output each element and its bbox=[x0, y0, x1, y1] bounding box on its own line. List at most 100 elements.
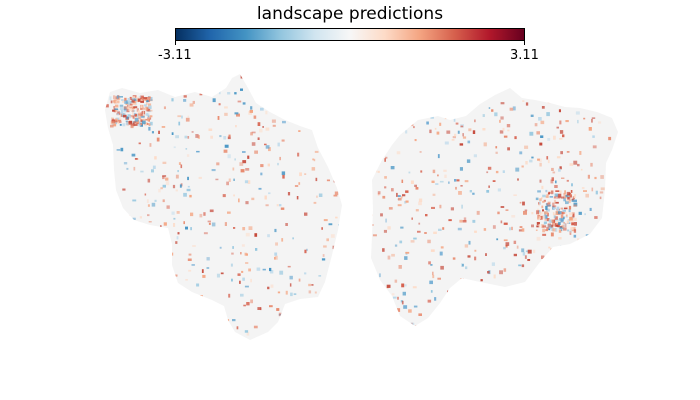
activation-spot bbox=[572, 213, 575, 218]
activation-spot bbox=[537, 212, 541, 215]
activation-spot bbox=[420, 170, 423, 173]
activation-spot bbox=[187, 185, 190, 188]
activation-spot bbox=[134, 158, 138, 160]
activation-spot bbox=[285, 109, 288, 113]
activation-spot bbox=[267, 286, 270, 290]
activation-spot bbox=[384, 186, 387, 189]
activation-spot bbox=[519, 201, 522, 204]
activation-spot bbox=[276, 204, 279, 207]
activation-spot bbox=[198, 321, 202, 325]
activation-spot bbox=[127, 98, 131, 102]
activation-spot bbox=[558, 229, 562, 233]
activation-spot bbox=[332, 245, 337, 250]
activation-spot bbox=[249, 109, 253, 113]
activation-spot bbox=[573, 195, 576, 199]
activation-spot bbox=[183, 95, 187, 98]
activation-spot bbox=[435, 113, 438, 116]
activation-spot bbox=[148, 221, 152, 223]
activation-spot bbox=[279, 112, 282, 117]
activation-spot bbox=[588, 238, 592, 243]
activation-spot bbox=[140, 298, 143, 303]
activation-spot bbox=[519, 151, 523, 155]
activation-spot bbox=[110, 120, 115, 125]
activation-spot bbox=[140, 105, 143, 109]
activation-spot bbox=[515, 167, 520, 172]
activation-spot bbox=[139, 247, 143, 249]
activation-spot bbox=[563, 296, 566, 300]
activation-spot bbox=[617, 125, 618, 128]
activation-spot bbox=[195, 338, 199, 340]
activation-spot bbox=[518, 229, 523, 232]
activation-spot bbox=[430, 264, 433, 266]
activation-spot bbox=[242, 151, 246, 153]
activation-spot bbox=[280, 207, 285, 210]
activation-spot bbox=[574, 255, 577, 258]
activation-spot bbox=[572, 292, 577, 295]
activation-spot bbox=[108, 156, 112, 160]
activation-spot bbox=[560, 214, 564, 219]
activation-spot bbox=[130, 115, 134, 118]
activation-spot bbox=[578, 211, 582, 215]
activation-spot bbox=[560, 259, 564, 262]
activation-spot bbox=[414, 184, 417, 187]
activation-spot bbox=[500, 116, 504, 120]
activation-spot bbox=[265, 145, 270, 149]
activation-spot bbox=[503, 246, 506, 250]
activation-spot bbox=[487, 271, 490, 274]
activation-spot bbox=[494, 112, 498, 117]
activation-spot bbox=[336, 111, 338, 115]
activation-spot bbox=[272, 124, 276, 127]
activation-spot bbox=[271, 119, 276, 123]
activation-spot bbox=[153, 264, 156, 268]
activation-spot bbox=[539, 142, 543, 146]
activation-spot bbox=[378, 305, 382, 308]
activation-spot bbox=[268, 147, 271, 152]
activation-spot bbox=[590, 162, 593, 167]
activation-spot bbox=[472, 219, 476, 223]
activation-spot bbox=[603, 287, 608, 290]
activation-spot bbox=[146, 100, 149, 103]
activation-spot bbox=[553, 207, 557, 210]
activation-spot bbox=[496, 238, 499, 241]
activation-spot bbox=[149, 115, 153, 118]
activation-spot bbox=[555, 227, 558, 232]
activation-spot bbox=[155, 315, 159, 320]
activation-spot bbox=[153, 310, 157, 314]
activation-spot bbox=[132, 223, 135, 227]
activation-spot bbox=[216, 162, 220, 166]
activation-spot bbox=[487, 166, 492, 170]
activation-spot bbox=[194, 296, 197, 299]
activation-spot bbox=[398, 126, 403, 129]
activation-spot bbox=[533, 309, 537, 312]
activation-spot bbox=[133, 123, 138, 126]
activation-spot bbox=[292, 237, 294, 240]
activation-spot bbox=[262, 77, 265, 82]
activation-spot bbox=[502, 127, 505, 131]
activation-spot bbox=[434, 127, 437, 130]
activation-spot bbox=[564, 223, 567, 228]
activation-spot bbox=[178, 162, 181, 165]
activation-spot bbox=[147, 103, 152, 107]
activation-spot bbox=[269, 267, 272, 272]
activation-spot bbox=[614, 247, 618, 252]
activation-spot bbox=[306, 316, 310, 320]
activation-spot bbox=[158, 188, 161, 193]
activation-spot bbox=[503, 222, 508, 225]
activation-spot bbox=[137, 114, 142, 117]
activation-spot bbox=[308, 283, 311, 287]
activation-spot bbox=[542, 228, 546, 233]
activation-spot bbox=[200, 76, 202, 79]
activation-spot bbox=[299, 172, 302, 177]
activation-spot bbox=[144, 122, 147, 125]
activation-spot bbox=[117, 120, 120, 124]
activation-spot bbox=[522, 201, 525, 206]
activation-spot bbox=[571, 272, 575, 275]
activation-spot bbox=[559, 217, 563, 221]
activation-spot bbox=[559, 226, 564, 229]
activation-spot bbox=[180, 287, 183, 291]
activation-spot bbox=[260, 164, 264, 168]
activation-spot bbox=[314, 291, 317, 294]
activation-spot bbox=[172, 87, 177, 92]
activation-spot bbox=[542, 194, 546, 198]
activation-spot bbox=[152, 297, 155, 300]
